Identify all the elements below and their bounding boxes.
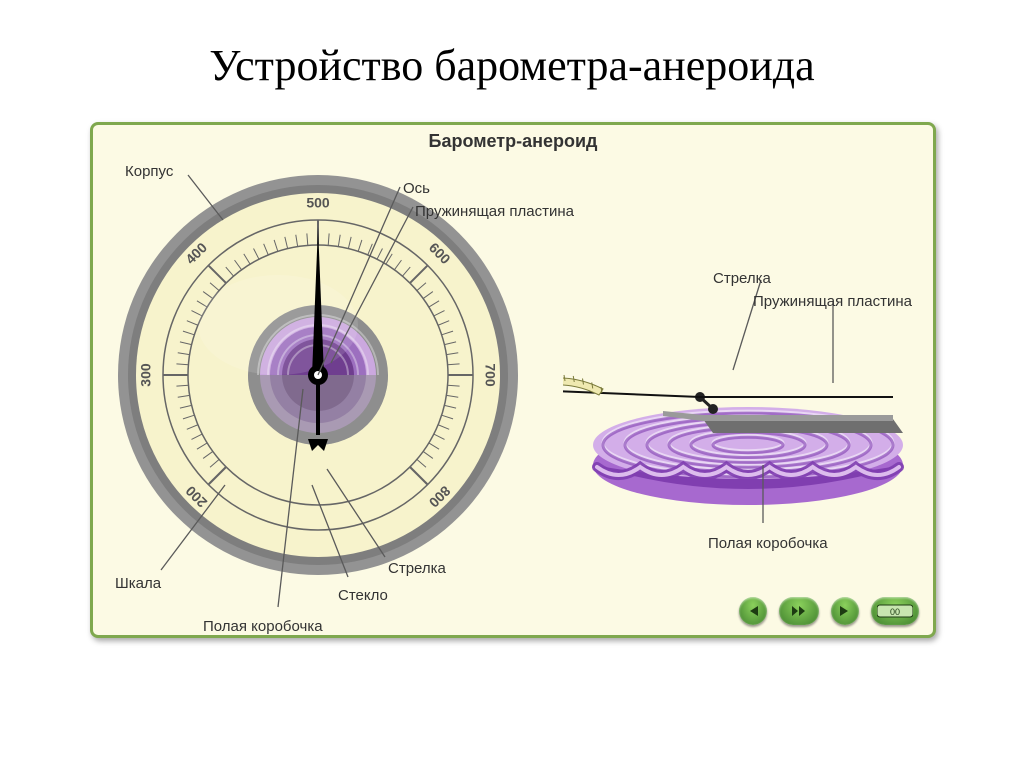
svg-text:700: 700 — [482, 363, 498, 387]
label-korpus: Корпус — [125, 163, 173, 180]
diagram-panel: Барометр-анероид 200300400500600700800 К… — [90, 122, 936, 638]
next-button[interactable] — [831, 597, 859, 625]
label-steklo: Стекло — [338, 587, 388, 604]
play-button[interactable] — [779, 597, 819, 625]
side-label-strelka: Стрелка — [713, 270, 771, 287]
svg-text:00: 00 — [890, 607, 900, 617]
side-label-spring: Пружинящая пластина — [753, 293, 912, 310]
barometer-dial: 200300400500600700800 — [93, 125, 563, 635]
playback-controls: 00 — [739, 597, 919, 625]
page-title: Устройство барометра-анероида — [0, 0, 1024, 91]
label-os: Ось — [403, 180, 430, 197]
prev-button[interactable] — [739, 597, 767, 625]
label-strelka: Стрелка — [388, 560, 446, 577]
side-label-box: Полая коробочка — [708, 535, 828, 552]
svg-text:500: 500 — [306, 195, 330, 211]
counter-button[interactable]: 00 — [871, 597, 919, 625]
label-spring: Пружинящая пластина — [415, 203, 574, 220]
label-box: Полая коробочка — [203, 618, 323, 635]
svg-text:300: 300 — [138, 363, 154, 387]
label-shkala: Шкала — [115, 575, 161, 592]
